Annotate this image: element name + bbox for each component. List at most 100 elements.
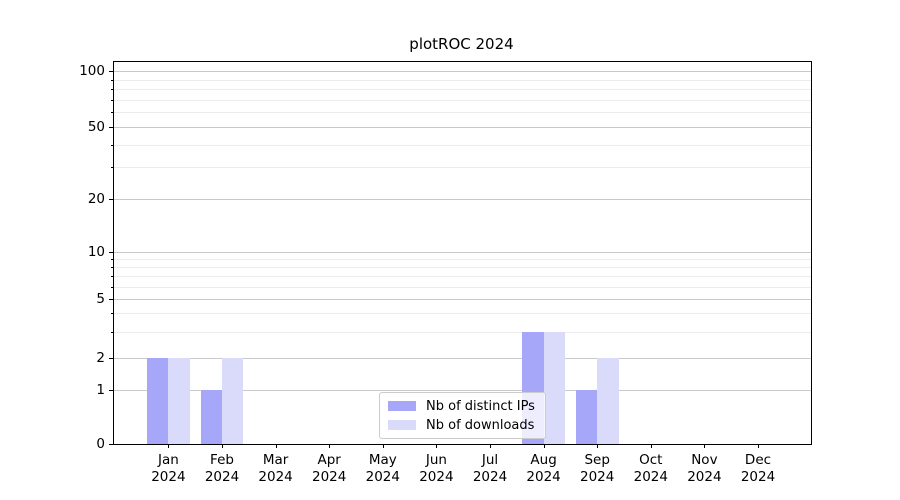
x-tick-label: Oct 2024 [634,452,668,485]
y-tick [109,357,113,359]
x-label-year: 2024 [687,468,722,485]
x-tick [382,444,384,448]
bar-downloads [222,357,244,444]
y-tick [109,199,113,200]
y-minor-tick [111,144,113,146]
y-minor-tick [111,331,113,333]
y-tick [109,71,113,72]
x-tick [758,444,759,448]
x-label-year: 2024 [204,468,240,485]
chart-title: plotROC 2024 [409,35,514,53]
x-tick-label: May 2024 [366,452,400,485]
gridline-minor [114,286,811,288]
x-label-month: Jul [481,452,499,468]
gridline-major [114,299,811,300]
gridline-major [114,390,811,391]
y-minor-tick [111,313,113,315]
x-tick [168,444,170,448]
x-tick-label: Jun 2024 [419,452,453,485]
x-label-month: Nov [691,452,718,468]
x-label-year: 2024 [580,468,615,485]
plot-area: 0 1 2 5 10 20 50 100 Jan 2024 Feb 2024 Mar 2024 Apr 202… [79,61,812,485]
y-tick-label: 100 [79,63,105,79]
x-label-year: 2024 [419,468,454,485]
y-tick-label: 20 [87,191,105,207]
y-minor-tick [111,259,113,261]
x-tick [222,444,223,448]
x-label-month: Feb [210,452,234,468]
y-tick-label: 5 [96,291,105,307]
x-label-year: 2024 [740,468,776,485]
legend-swatch [388,401,416,411]
y-tick-label: 50 [87,119,105,135]
x-label-month: Mar [262,452,289,468]
bar-downloads [543,331,565,444]
legend-item: Nb of downloads [388,418,545,433]
x-tick [543,444,545,448]
x-label-year: 2024 [633,468,668,485]
gridline-major [114,357,811,359]
gridline-minor [114,167,811,169]
x-label-month: May [368,452,397,468]
y-minor-tick [111,89,113,91]
legend-swatch [388,420,416,430]
x-label-month: Sep [584,452,610,468]
x-label-month: Aug [530,452,557,468]
y-minor-tick [111,276,113,278]
bar-downloads [168,357,190,444]
bar-downloads [597,357,619,444]
y-minor-tick [111,286,113,288]
gridline-minor [114,89,811,91]
x-label-year: 2024 [258,468,293,485]
gridline-minor [114,144,811,146]
x-label-month: Oct [639,452,663,468]
x-tick [436,444,438,448]
y-tick-label: 1 [96,382,105,398]
x-label-month: Apr [317,452,341,468]
x-tick-label: Aug 2024 [526,452,560,485]
y-tick-label: 0 [96,436,105,452]
y-tick [109,390,113,391]
legend-label: Nb of downloads [426,417,535,433]
y-tick-label: 10 [87,244,105,260]
legend-item: Nb of distinct IPs [388,399,545,414]
legend: Nb of distinct IPs Nb of downloads [379,392,546,439]
x-tick [704,444,706,448]
y-tick-label: 2 [96,349,105,366]
x-label-year: 2024 [312,468,347,485]
x-tick-label: Mar 2024 [258,452,292,485]
gridline-minor [114,331,811,333]
x-label-year: 2024 [151,468,186,485]
bar-distinct-ips [200,390,222,444]
gridline-minor [114,79,811,81]
y-tick [109,127,113,128]
gridline-major [114,71,811,72]
gridline-minor [114,267,811,269]
x-tick-label: Nov 2024 [687,452,721,485]
gridline-minor [114,276,811,278]
y-tick [109,299,113,300]
gridline-major [114,127,811,128]
gridline-minor [114,112,811,114]
x-label-month: Dec [744,452,772,468]
x-label-month: Jun [425,452,447,468]
y-minor-tick [111,79,113,81]
x-label-year: 2024 [526,468,561,485]
bar-distinct-ips [147,357,169,444]
bar-distinct-ips [575,390,598,444]
x-tick-label: Dec 2024 [741,452,775,485]
x-tick-label: Jan 2024 [151,452,185,485]
x-tick-label: Jul 2024 [473,452,507,485]
x-label-month: Jan [157,452,179,468]
y-tick [109,444,113,445]
x-tick-label: Apr 2024 [312,452,346,485]
y-minor-tick [111,112,113,114]
y-tick [109,252,113,253]
y-minor-tick [111,167,113,169]
x-tick-label: Feb 2024 [205,452,239,485]
gridline-minor [114,313,811,315]
gridline-major [114,252,811,253]
y-minor-tick [111,99,113,101]
x-tick [275,444,277,448]
x-label-year: 2024 [365,468,400,485]
